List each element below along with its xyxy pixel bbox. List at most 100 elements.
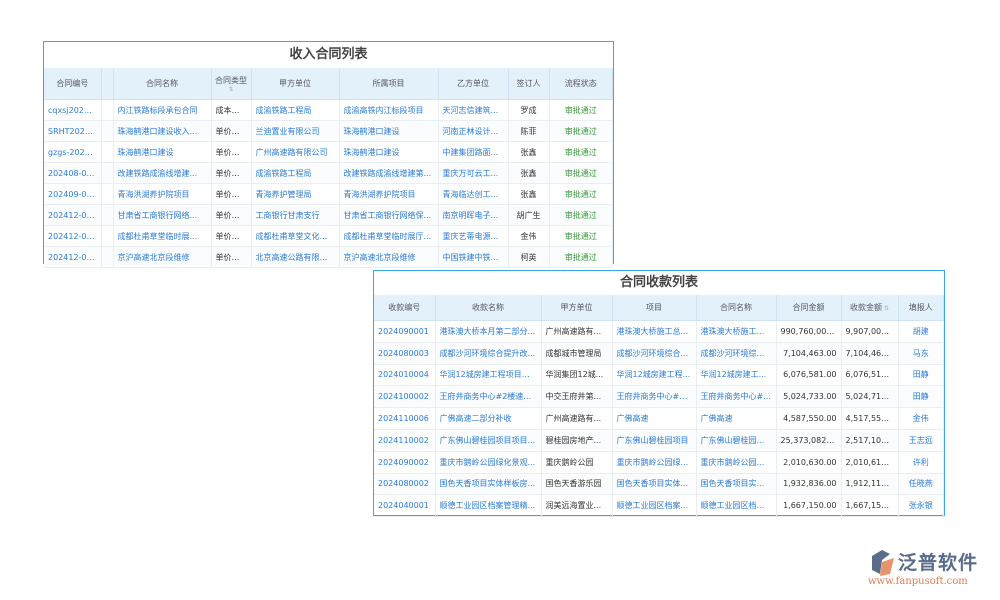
column-header[interactable]: 所属项目 [339,68,439,100]
table-cell[interactable]: 珠海鹤港口建设收入... [113,120,212,142]
column-header[interactable]: 合同金额 [776,295,842,321]
table-cell[interactable]: 甘肃省工商银行网络... [113,204,212,226]
table-row[interactable]: 2024090002 重庆市鹅岭公园绿化景观... 重庆鹅岭公园 重庆市鹅岭公园绿..… [374,451,944,474]
table-cell[interactable]: 珠海鹤港口建设 [339,120,439,142]
table-cell[interactable]: 2024090001 [374,320,436,343]
table-cell[interactable]: 成渝高铁内江标段项目 [339,99,439,121]
column-header[interactable]: 收款编号 [374,295,436,321]
table-row[interactable]: gzgs-202408...珠海鹤港口建设单价合同广州高速路有限公司珠海鹤港口建… [44,141,613,163]
table-cell[interactable]: 成都杜甫草堂临时展... [113,225,212,247]
table-cell[interactable]: 京沪高速北京段维修 [339,246,439,268]
table-cell[interactable]: 成都杜甫草堂文化管... [251,225,340,247]
column-header[interactable]: 合同编号 [44,68,102,100]
table-row[interactable]: 202412-00001 京沪高速北京段维修 单价合同 北京高速公路有限公司 京沪高速北… [44,246,613,268]
column-header[interactable] [101,68,114,100]
table-cell[interactable]: 天河志信建筑... [438,99,509,121]
table-cell[interactable]: 北京高速公路有限公司 [251,246,340,268]
table-cell[interactable]: 内江铁路标段承包合同 [113,99,212,121]
table-cell[interactable]: 广州高速路有限公司 [251,141,340,163]
table-cell[interactable]: 改建铁路成渝线增建第... [339,162,439,184]
table-cell[interactable]: 2024010004 [374,364,436,387]
table-cell[interactable]: 成渝铁路工程局 [251,99,340,121]
table-cell[interactable]: 顺德工业园区档... [696,494,777,518]
column-header[interactable]: 甲方单位 [541,295,613,321]
table-cell[interactable]: 成渝铁路工程局 [251,162,340,184]
table-cell[interactable]: 王府井商务中心#... [696,385,777,409]
table-cell[interactable]: SRHT20241... [44,120,102,142]
table-row[interactable]: 2024100002 王府井商务中心#2楼速留... 中交王府井第... 王府井商务中… [374,385,944,409]
column-header[interactable]: 收款名称 [435,295,542,321]
column-header[interactable]: 项目 [612,295,697,321]
table-row[interactable]: cqxsj2024-A-... 内江铁路标段承包合同成本加...成渝铁路工程局成渝… [44,99,613,121]
table-cell[interactable]: 顺德工业园区档案... [612,494,697,518]
table-cell[interactable]: 重庆市鹅岭公园绿... [612,451,697,474]
table-cell[interactable]: 广东佛山碧桂园项目 [612,429,697,452]
table-cell[interactable]: 甘肃省工商银行网络保... [339,204,439,226]
table-cell[interactable]: 重庆市鹅岭公园绿化景观... [435,451,542,474]
column-header[interactable]: 签订人 [508,68,550,100]
table-cell[interactable]: 202412-00001 [44,246,102,268]
table-cell[interactable]: 成都杜甫草堂临时展厅... [339,225,439,247]
table-row[interactable]: SRHT20241... 珠海鹤港口建设收入... 单价合同 兰迪置业有限公司 珠海鹤港… [44,120,613,142]
table-cell[interactable]: 珠海鹤港口建设 [113,141,212,163]
table-cell[interactable]: 青海养护管理局 [251,183,340,205]
column-header[interactable]: 填报人 [898,295,944,321]
table-cell[interactable]: 华润12城房建工程... [612,364,697,387]
table-cell[interactable]: 成都沙河环境综合... [612,342,697,365]
table-cell[interactable]: 广佛高速二部分补收 [435,407,542,430]
table-row[interactable]: 2024080002 国色天香项目实体样板房... 国色天香游乐园 国色天香项目实体.… [374,473,944,496]
table-cell[interactable]: 重庆艺蒂电源... [438,225,509,247]
table-cell[interactable]: 2024110006 [374,407,436,430]
sort-icon[interactable]: ⇅ [228,85,234,93]
table-cell[interactable]: 中建集团路面... [438,141,509,163]
table-cell[interactable]: 成都沙河环境综合提升改... [435,342,542,365]
table-row[interactable]: 2024110006 广佛高速二部分补收 广州高速路有... 广佛高速 广佛高速 4,58… [374,407,944,430]
table-cell[interactable]: 广东佛山碧桂园项目项目... [435,429,542,452]
table-row[interactable]: 202412-00004 甘肃省工商银行网络... 单价合同 工商银行甘肃支行 甘肃省工… [44,204,613,226]
table-cell[interactable]: 2024040001 [374,494,436,518]
table-cell[interactable]: 王府井商务中心#2楼速留... [435,385,542,409]
table-cell[interactable]: 顺德工业园区档案管理精... [435,494,542,518]
table-cell[interactable]: 成都沙河环境综... [696,342,777,365]
column-header[interactable]: 合同类型 ⇅ [211,68,252,100]
table-cell[interactable]: 2024080002 [374,473,436,496]
table-cell[interactable]: 2024090002 [374,451,436,474]
table-cell[interactable]: 港珠澳大桥本月第二部分... [435,320,542,343]
table-cell[interactable]: 青海洪湖养护院项目 [339,183,439,205]
table-row[interactable]: 2024080003 成都沙河环境综合提升改... 成都城市管理局 成都沙河环境综合.… [374,342,944,365]
table-cell[interactable]: 青海临达创工... [438,183,509,205]
table-cell[interactable]: 国色天香项目实体... [612,473,697,496]
table-cell[interactable]: 港珠澳大桥施工总... [612,320,697,343]
table-cell[interactable]: 华润12城房建工... [696,364,777,387]
table-row[interactable]: 2024090001 港珠澳大桥本月第二部分... 广州高速路有... 港珠澳大桥施工… [374,320,944,343]
table-cell[interactable]: 2024100002 [374,385,436,409]
column-header[interactable]: 流程状态 [549,68,613,100]
table-row[interactable]: 202408-00009 改建铁路成渝线增建... 单价合同 成渝铁路工程局 改建铁路成… [44,162,613,184]
table-cell[interactable]: 2024110002 [374,429,436,452]
table-cell[interactable]: 广东佛山碧桂园... [696,429,777,452]
table-cell[interactable]: 王府井商务中心#2... [612,385,697,409]
table-cell[interactable]: 珠海鹤港口建设 [339,141,439,163]
table-cell[interactable]: 河南正林设计... [438,120,509,142]
table-cell[interactable]: cqxsj2024-A-... [44,99,102,121]
table-cell[interactable]: 港珠澳大桥施工... [696,320,777,343]
table-cell[interactable]: gzgs-202408... [44,141,102,163]
table-cell[interactable]: 2024080003 [374,342,436,365]
column-header[interactable]: 收款金额 ⇅ [841,295,899,321]
table-cell[interactable]: 重庆万可云工... [438,162,509,184]
table-row[interactable]: 2024010004 华润12城房建工程项目二... 华润集团12城... 华润12城… [374,364,944,387]
table-cell[interactable]: 重庆市鹅岭公园... [696,451,777,474]
table-cell[interactable]: 改建铁路成渝线增建... [113,162,212,184]
column-header[interactable]: 合同名称 [696,295,777,321]
column-header[interactable]: 甲方单位 [251,68,340,100]
table-cell[interactable]: 国色天香项目实体样板房... [435,473,542,496]
table-cell[interactable]: 202408-00009 [44,162,102,184]
table-cell[interactable]: 国色天香项目实... [696,473,777,496]
table-cell[interactable]: 202412-00002 [44,225,102,247]
table-cell[interactable]: 202412-00004 [44,204,102,226]
table-cell[interactable]: 中国铁建中铁... [438,246,509,268]
table-cell[interactable]: 南京明晖电子... [438,204,509,226]
table-cell[interactable]: 华润12城房建工程项目二... [435,364,542,387]
table-row[interactable]: 2024040001 顺德工业园区档案管理精... 润美远海置业... 顺德工业园区档… [374,494,944,518]
table-cell[interactable]: 工商银行甘肃支行 [251,204,340,226]
